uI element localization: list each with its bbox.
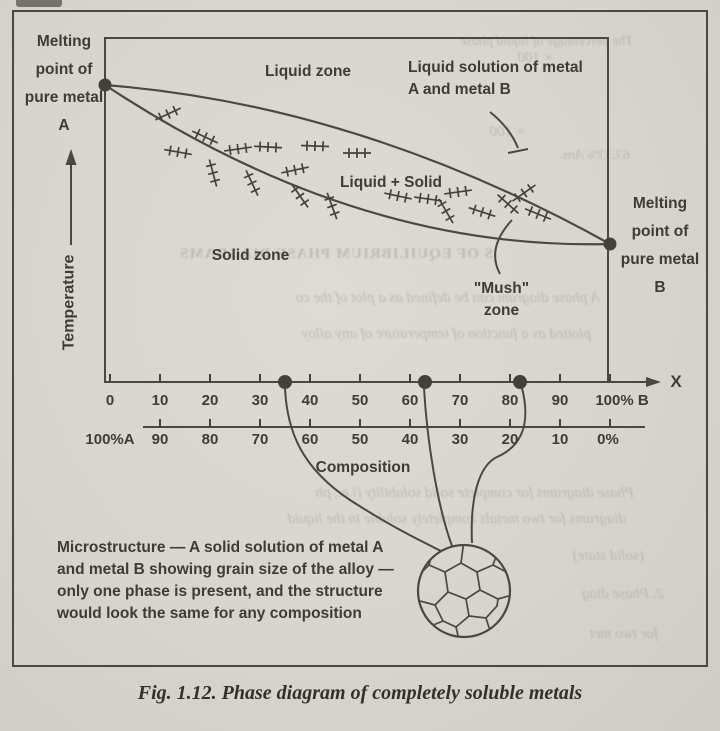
top-scale-ticks <box>109 374 611 382</box>
liquid-solution-pointer-bar <box>507 148 529 154</box>
top-scale-tick-label: 90 <box>551 392 569 409</box>
bottom-scale-tick-label: 80 <box>201 431 219 448</box>
top-scale-tick-label: 70 <box>451 392 469 409</box>
mush-zone-leader <box>494 219 513 275</box>
bottom-scale-ticks <box>159 419 611 427</box>
top-scale-tick-label: 0 <box>105 392 115 409</box>
mush-zone-label: "Mush" zone <box>473 280 530 320</box>
bottom-scale-tick-label: 30 <box>451 431 469 448</box>
top-scale-tick-label: 100% B <box>595 392 649 409</box>
top-scale-tick-label: 30 <box>251 392 269 409</box>
bottom-scale-tick-label: 90 <box>151 431 169 448</box>
composition-label: Composition <box>315 459 411 476</box>
y-axis-label: Temperature <box>60 254 78 351</box>
scan-artifact-mark <box>16 0 62 7</box>
figure-frame <box>12 10 708 667</box>
figure-caption: Fig. 1.12. Phase diagram of completely s… <box>137 682 583 704</box>
melting-point-a-label: Melting point of pure metal A <box>24 33 104 134</box>
microstructure-note: Microstructure — A solid solution of met… <box>57 539 394 622</box>
leader-line-1 <box>284 387 442 552</box>
bottom-scale-tick-label: 60 <box>301 431 319 448</box>
liquid-zone-label: Liquid zone <box>264 63 352 80</box>
solid-zone-label: Solid zone <box>211 247 290 264</box>
top-scale-tick-label: 10 <box>151 392 169 409</box>
temperature-arrowhead-icon <box>65 149 77 165</box>
x-axis-arrowhead-icon <box>646 377 661 387</box>
bottom-scale-tick-label: 20 <box>501 431 519 448</box>
melting-point-b-label: Melting point of pure metal B <box>620 195 700 296</box>
leader-line-2 <box>423 387 453 547</box>
bottom-scale-tick-label: 0% <box>597 431 619 448</box>
liquidus-curve <box>104 83 611 245</box>
bottom-scale-tick-label: 50 <box>351 431 369 448</box>
liquid-solid-zone-label: Liquid + Solid <box>339 174 443 191</box>
bottom-scale-tick-label: 100%A <box>85 431 135 448</box>
top-scale-tick-label: 20 <box>201 392 219 409</box>
microstructure-circle <box>416 543 512 639</box>
dendrite-hatch-marks <box>154 105 552 224</box>
top-scale-tick-label: 60 <box>401 392 419 409</box>
melting-point-a-dot <box>98 78 112 92</box>
top-scale-tick-label: 40 <box>301 392 319 409</box>
grain-boundaries <box>419 546 509 636</box>
melting-point-b-dot <box>603 237 617 251</box>
bottom-scale-tick-label: 40 <box>401 431 419 448</box>
composition-sample-dots <box>278 375 527 389</box>
bottom-scale-tick-label: 10 <box>551 431 569 448</box>
liquid-solution-annotation: Liquid solution of metal A and metal B <box>408 59 583 99</box>
x-axis-symbol: X <box>670 372 682 391</box>
plot-box <box>104 37 609 383</box>
leader-line-3 <box>470 387 527 544</box>
liquid-solution-pointer <box>489 111 519 149</box>
solidus-curve <box>104 84 611 246</box>
top-scale-tick-label: 50 <box>351 392 369 409</box>
bottom-scale-tick-label: 70 <box>251 431 269 448</box>
top-scale-tick-label: 80 <box>501 392 519 409</box>
